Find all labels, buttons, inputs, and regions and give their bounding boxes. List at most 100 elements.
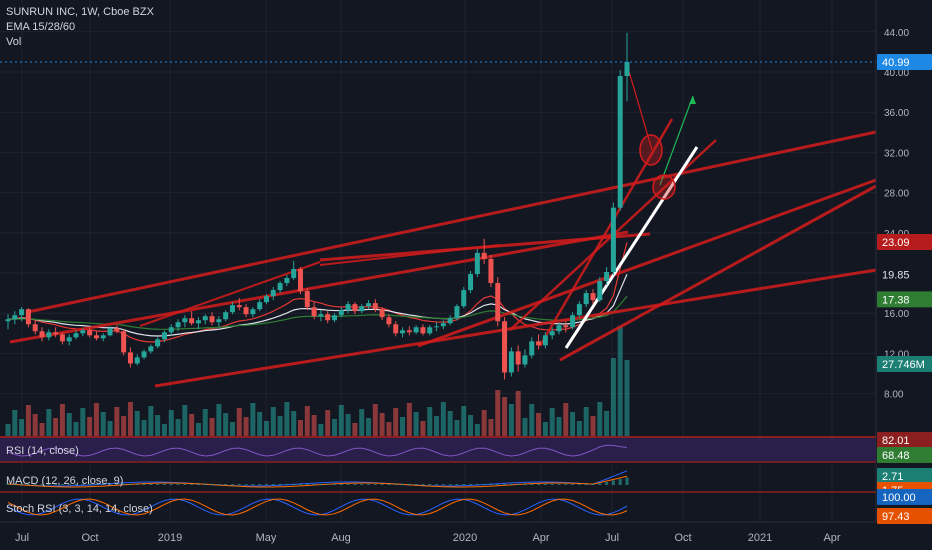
volume-bar (563, 403, 569, 436)
candle-body (93, 335, 99, 339)
candle-body (114, 328, 120, 332)
candle-body (420, 327, 426, 334)
macd-histogram-bar (605, 482, 609, 485)
macd-histogram-bar (101, 484, 105, 485)
volume-bar (114, 407, 120, 436)
volume-bar (379, 413, 385, 436)
candle-body (148, 346, 154, 352)
volume-legend[interactable]: Vol (6, 36, 22, 48)
stoch-d-line (7, 498, 628, 516)
candle-body (216, 319, 222, 323)
volume-bar (338, 405, 344, 436)
candle-body (100, 335, 106, 339)
candle-body (495, 283, 501, 322)
macd-histogram-bar (142, 484, 146, 485)
volume-bar (223, 413, 229, 436)
time-tick-label: 2019 (158, 532, 182, 544)
candle-body (202, 316, 208, 321)
macd-histogram-bar (237, 484, 241, 485)
volume-bar (291, 411, 297, 436)
ema-15-label: 23.09 (882, 237, 910, 249)
volume-bar (434, 416, 440, 436)
candle-body (66, 337, 72, 342)
macd-histogram-bar (60, 484, 64, 485)
volume-bar (352, 423, 358, 436)
candle-body (263, 296, 269, 303)
candle-body (229, 305, 235, 313)
macd-histogram-bar (353, 484, 357, 485)
macd-histogram-bar (611, 480, 615, 485)
candle-body (291, 268, 297, 279)
candle-body (563, 325, 569, 328)
volume-bar (236, 408, 242, 436)
macd-legend[interactable]: MACD (12, 26, close, 9) (6, 475, 124, 487)
macd-histogram-bar (26, 484, 30, 485)
volume-bar (175, 419, 181, 436)
candle-body (474, 252, 480, 275)
ema-legend[interactable]: EMA 15/28/60 (6, 21, 76, 33)
stoch-rsi-legend[interactable]: Stoch RSI (3, 3, 14, 14, close) (6, 503, 153, 515)
stoch-k-line (7, 498, 628, 516)
volume-bar (420, 421, 426, 436)
candle-body (468, 274, 474, 291)
macd-histogram-bar (251, 484, 255, 485)
volume-bar (345, 414, 351, 436)
volume-bar (515, 391, 521, 436)
volume-bar (168, 410, 174, 436)
candle-body (454, 306, 460, 319)
ema-60-badge (877, 291, 932, 308)
macd-histogram-bar (196, 484, 200, 485)
volume-bar (576, 421, 582, 436)
macd-histogram-bar (264, 484, 268, 485)
macd-histogram-bar (571, 484, 575, 485)
volume-bar (189, 414, 195, 436)
macd-histogram-bar (598, 483, 602, 485)
candle-body (406, 330, 412, 333)
macd-histogram-bar (47, 484, 51, 485)
volume-bar (495, 390, 501, 436)
volume-bar (359, 409, 365, 436)
time-axis[interactable]: Jul Oct 2019 May Aug 2020 Apr Jul Oct 2021 Apr (0, 521, 876, 544)
candle-body (141, 351, 147, 358)
volume-bar (155, 415, 161, 436)
macd-histogram-bar (94, 484, 98, 485)
time-tick-label: Apr (532, 532, 549, 544)
macd-histogram-bar (292, 484, 296, 485)
volume-bar (400, 417, 406, 436)
candle-body (597, 281, 603, 301)
candle-body (549, 331, 555, 336)
candle-body (488, 258, 494, 284)
volume-bar (440, 402, 446, 436)
volume-bar (474, 424, 480, 436)
macd-histogram-bar (278, 484, 282, 485)
macd-histogram-bar (530, 484, 534, 485)
volume-bar (87, 417, 93, 436)
volume-bar (427, 407, 433, 436)
candle-body (80, 330, 86, 334)
volume-bar (257, 412, 263, 436)
trendline (417, 178, 877, 348)
macd-histogram-bar (210, 484, 214, 485)
macd-histogram-bar (319, 484, 323, 485)
candle-body (59, 334, 65, 342)
macd-histogram-bar (230, 484, 234, 485)
candle-body (107, 328, 113, 336)
volume-bar (32, 414, 38, 436)
macd-histogram-bar (367, 484, 371, 485)
rsi-band (0, 438, 876, 462)
macd-histogram-bar (625, 477, 629, 485)
candle-body (250, 309, 256, 315)
ema-28-badge (877, 266, 932, 283)
time-tick-label: May (256, 532, 277, 544)
rsi-legend[interactable]: RSI (14, close) (6, 445, 79, 457)
macd-value-label: 2.71 (882, 471, 903, 483)
volume-bar (311, 415, 317, 436)
candle-body (536, 341, 542, 346)
symbol-title[interactable]: SUNRUN INC, 1W, Cboe BZX (6, 6, 154, 18)
candle-body (155, 339, 161, 347)
macd-histogram-bar (312, 484, 316, 485)
candle-body (277, 283, 283, 291)
candle-body (243, 307, 249, 315)
candle-body (311, 307, 317, 317)
